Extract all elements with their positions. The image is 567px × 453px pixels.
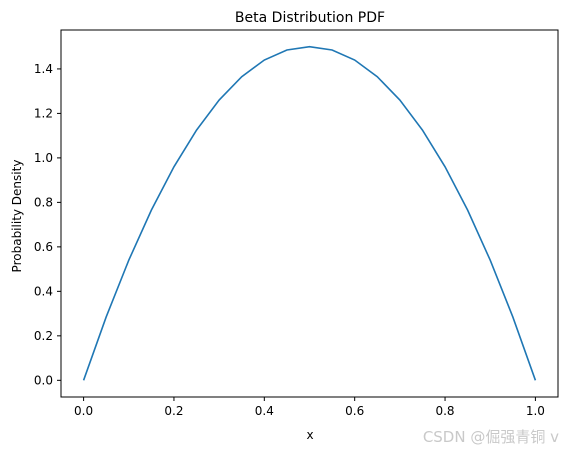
y-tick-label: 0.6 (34, 240, 53, 254)
x-tick-label: 0.6 (345, 404, 364, 418)
x-tick-label: 0.2 (164, 404, 183, 418)
plot-area (60, 29, 559, 398)
x-tick-label: 0.4 (255, 404, 274, 418)
y-tick-label: 1.2 (34, 106, 53, 120)
y-axis-label: Probability Density (10, 160, 24, 273)
watermark: CSDN @倔强青铜 v (422, 428, 559, 446)
y-tick-label: 0.4 (34, 284, 53, 298)
x-tick-label: 1.0 (526, 404, 545, 418)
x-axis: 0.0 0.2 0.4 0.6 0.8 1.0 (74, 397, 545, 418)
y-axis: 0.0 0.2 0.4 0.6 0.8 1.0 1.2 1.4 (34, 62, 61, 387)
y-tick-label: 0.0 (34, 373, 53, 387)
x-tick-label: 0.8 (435, 404, 454, 418)
y-tick-label: 1.0 (34, 151, 53, 165)
x-axis-label: x (306, 428, 313, 442)
y-tick-label: 1.4 (34, 62, 53, 76)
y-tick-label: 0.2 (34, 329, 53, 343)
y-tick-label: 0.8 (34, 195, 53, 209)
x-tick-label: 0.0 (74, 404, 93, 418)
chart-title: Beta Distribution PDF (235, 10, 385, 26)
series-line (82, 45, 537, 381)
